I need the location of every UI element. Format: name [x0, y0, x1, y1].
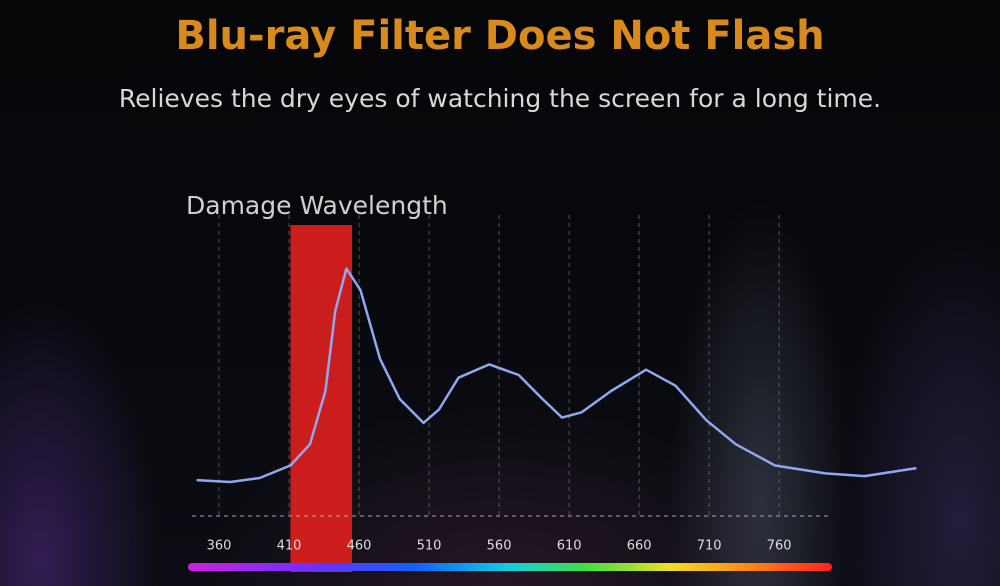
y-label: Damage Wavelength — [186, 191, 448, 220]
x-tick-label: 610 — [557, 539, 582, 554]
x-tick-label: 660 — [627, 539, 652, 554]
subtitle: Relieves the dry eyes of watching the sc… — [119, 84, 881, 113]
spectrum-bar — [188, 563, 832, 571]
x-tick-label: 760 — [767, 539, 792, 554]
spectrum-line — [196, 267, 917, 484]
damage-band — [290, 225, 353, 572]
x-tick-label: 510 — [417, 539, 442, 554]
x-tick-label: 360 — [207, 539, 232, 554]
x-tick-label: 460 — [347, 539, 372, 554]
title: Blu-ray Filter Does Not Flash — [175, 13, 824, 59]
x-tick-label: 560 — [487, 539, 512, 554]
x-tick-label: 710 — [697, 539, 722, 554]
x-tick-label: 410 — [277, 539, 302, 554]
